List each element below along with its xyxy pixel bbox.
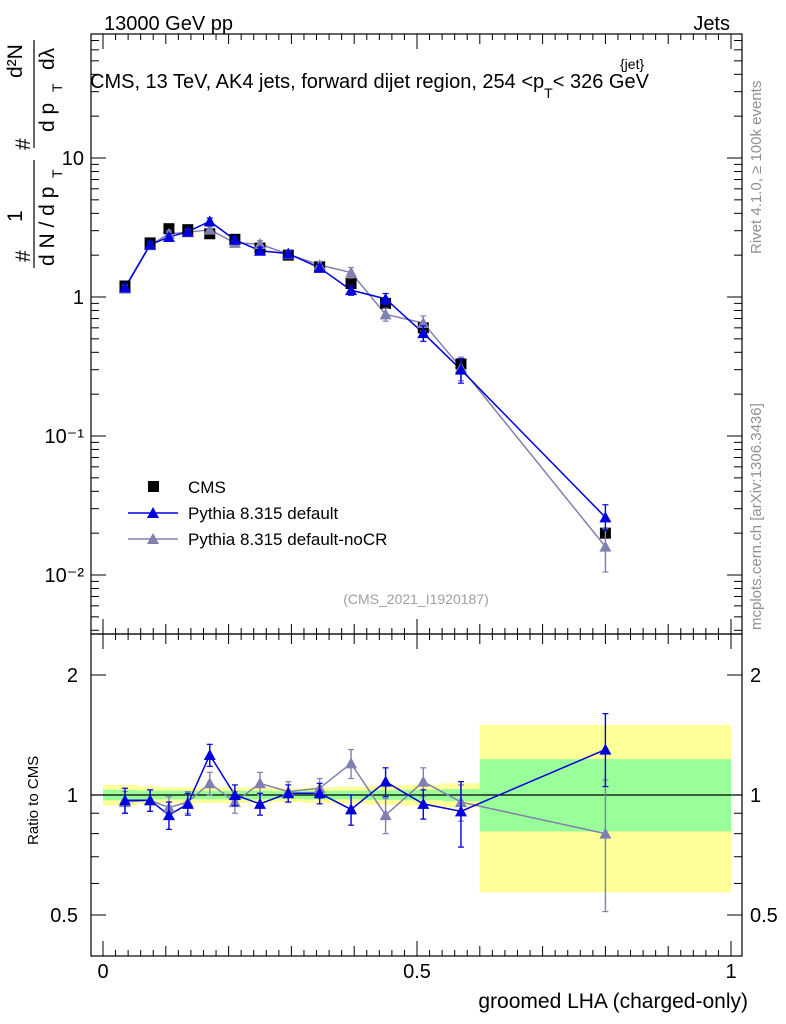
plot-title-sup: {jet} [620,56,644,72]
ratio-nocr-point [417,775,430,787]
nocr-point [345,266,358,278]
ylabel-one: 1 [4,210,27,222]
legend-label-nocr: Pythia 8.315 default-noCR [188,530,387,549]
ratio-nocr-point [345,757,358,769]
ratio-nocr-point [254,777,266,789]
legend-label-default: Pythia 8.315 default [188,504,339,523]
ratio-y-tick-label-0: 0.5 [50,905,78,927]
series-line-nocr [124,228,606,548]
main-y-tick-label-0: 10⁻² [45,565,85,587]
ylabel-t2: T [49,83,65,92]
ratio-default-point [203,748,216,760]
default-point [162,231,175,243]
nocr-point [254,238,266,250]
ratio-default-point [144,794,157,806]
ylabel-d2n: d²N [4,44,27,78]
ratio-default-point [228,789,241,800]
series-line-default [124,220,606,518]
ratio-default-point [162,809,175,821]
ratio-y-tick-label-2: 2 [67,665,78,687]
default-point [203,215,216,227]
ratio-default-point [313,787,326,799]
default-point [228,233,241,245]
legend-marker-default [147,507,159,518]
legend-label-cms: CMS [188,478,226,497]
default-point [345,284,358,296]
default-point [254,244,266,256]
ratio-nocr-point [379,809,392,821]
ratio-default-point [118,794,131,806]
ylabel-t1: T [49,169,65,178]
ratio-axis-ticks [91,634,742,956]
plot-title: CMS, 13 TeV, AK4 jets, forward dijet reg… [90,71,650,101]
main-y-tick-label-3: 10 [62,148,84,170]
default-point [118,281,131,293]
ylabel-hash-1: # [12,250,35,262]
ratio-line-default [124,748,606,817]
default-point [379,292,392,304]
legend-marker-cms [148,481,159,492]
ratio-y-axis-label: Ratio to CMS [25,756,42,845]
cms-point [345,278,357,290]
nocr-point [599,540,612,552]
ratio-x-tick-label-2: 1 [725,961,736,983]
ylabel-dn: d N / d p [36,187,59,266]
ratio-plot-content [118,713,612,913]
default-point [181,225,194,237]
ratio-y-tick-label-1: 1 [67,785,78,807]
main-y-tick-label-2: 1 [73,287,84,309]
nocr-point [379,308,392,320]
ratio-default-point [599,743,612,755]
plot-title-after: < 326 GeV [553,71,650,93]
ratio-y-tick-label-right-2: 2 [750,665,761,687]
default-point [454,363,467,375]
main-y-tick-label-1: 10⁻¹ [45,426,85,448]
main-y-axis-label: # 1 d N / d p T # d²N d p T dλ [4,40,65,268]
ratio-y-tick-labels: 0.5 0.5 1 1 2 2 [50,665,778,927]
mcplots-label: mcplots.cern.ch [arXiv:1306.3436] [748,403,765,630]
ratio-default-point [254,797,266,809]
ylabel-hash-2: # [12,138,35,150]
ratio-default-point [454,805,467,817]
default-point [313,261,326,273]
analysis-watermark: (CMS_2021_I1920187) [343,591,489,607]
nocr-point [417,317,430,329]
main-axis-ticks [91,34,742,634]
default-point [417,327,430,339]
ratio-default-point [417,797,430,809]
main-y-tick-labels: 10⁻² 10⁻¹ 1 10 [45,148,85,587]
nocr-point [203,223,216,235]
plot-title-main: CMS, 13 TeV, AK4 jets, forward dijet reg… [90,71,544,93]
header-right: Jets [693,13,730,35]
default-point [282,247,295,259]
default-point [144,238,157,250]
main-plot-content [118,215,612,573]
ratio-x-tick-label-1: 0.5 [403,961,431,983]
legend-marker-nocr [147,533,159,544]
ratio-x-tick-labels: 0 0.5 1 [97,961,736,983]
header-left: 13000 GeV pp [104,13,233,35]
ratio-x-tick-label-0: 0 [97,961,108,983]
x-axis-label: groomed LHA (charged-only) [478,990,748,1013]
ratio-default-point [379,775,392,787]
ylabel-dp: d p [36,103,59,132]
default-point [599,511,612,523]
ratio-y-tick-label-right-1: 1 [750,785,761,807]
ratio-y-tick-label-right-0: 0.5 [750,905,778,927]
ratio-line-nocr [124,762,606,835]
plot-title-sub: T [544,85,553,101]
ratio-nocr-point [599,827,612,839]
rivet-label: Rivet 4.1.0, ≥ 100k events [748,81,765,254]
ylabel-dl: dλ [36,47,59,70]
ratio-default-point [282,787,295,799]
ratio-default-point [345,803,358,815]
ratio-default-point [181,797,194,809]
legend: CMS Pythia 8.315 default Pythia 8.315 de… [128,478,387,549]
ratio-nocr-point [203,777,216,789]
